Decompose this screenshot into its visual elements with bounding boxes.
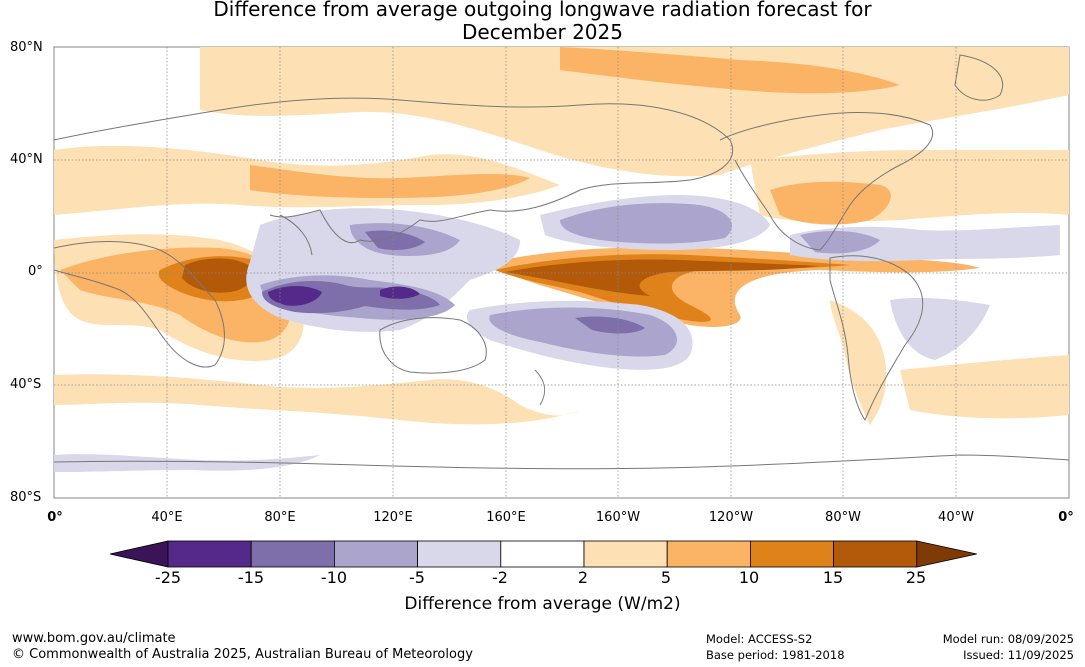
anomaly-fields bbox=[54, 47, 1069, 472]
footer-url: www.bom.gov.au/climate bbox=[12, 631, 176, 646]
footer-issued: Issued: 11/09/2025 bbox=[963, 648, 1074, 662]
lon-label-120e: 120°E bbox=[373, 510, 413, 525]
coast-india bbox=[279, 214, 313, 256]
anomaly-negative-moderate-northpacific bbox=[560, 203, 732, 244]
lon-label-80e: 80°E bbox=[264, 510, 296, 525]
anomaly-negative-strong-bay bbox=[365, 230, 425, 250]
colorbar-tick-2: -10 bbox=[320, 568, 348, 587]
map-title: Difference from average outgoing longwav… bbox=[0, 0, 1085, 44]
lon-label-0-left: 0° bbox=[47, 510, 63, 525]
lat-label-40s: 40°S bbox=[10, 377, 42, 392]
coast-south-america bbox=[829, 255, 924, 422]
anomaly-negative-moderate-spcz bbox=[489, 307, 677, 357]
colorbar-segment-7 bbox=[666, 540, 751, 568]
colorbar-tick-1: -15 bbox=[237, 568, 265, 587]
colorbar-tick-4: -2 bbox=[492, 568, 508, 587]
coast-greenland bbox=[954, 54, 1003, 101]
anomaly-negative-moderate-caribbean bbox=[800, 230, 880, 254]
colorbar-segment-5 bbox=[500, 540, 585, 568]
title-line-1: Difference from average outgoing longwav… bbox=[213, 0, 872, 21]
lat-label-80n: 80°N bbox=[10, 40, 43, 55]
footer-base-period: Base period: 1981-2018 bbox=[706, 648, 845, 662]
lon-label-120w: 120°W bbox=[708, 510, 754, 525]
colorbar-segment-4 bbox=[417, 540, 502, 568]
lon-label-160w: 160°W bbox=[595, 510, 641, 525]
footer-model: Model: ACCESS-S2 bbox=[706, 632, 813, 646]
colorbar-tick-8: 15 bbox=[822, 568, 844, 587]
anomaly-positive-weak-southatlantic bbox=[900, 355, 1069, 419]
anomaly-negative-strong-spcz bbox=[575, 316, 645, 334]
anomaly-positive-moderate-north bbox=[560, 47, 900, 94]
anomaly-negative-weak-antarctic bbox=[54, 454, 320, 472]
lon-label-0-right: 0° bbox=[1058, 510, 1074, 525]
coast-australia bbox=[379, 317, 487, 374]
colorbar-title: Difference from average (W/m2) bbox=[404, 594, 681, 614]
anomaly-positive-moderate-gulf bbox=[770, 181, 891, 225]
footer-copyright: © Commonwealth of Australia 2025, Austra… bbox=[12, 647, 473, 662]
colorbar-tick-5: 2 bbox=[577, 568, 589, 587]
colorbar-tick-3: -5 bbox=[409, 568, 425, 587]
lon-label-80w: 80°W bbox=[825, 510, 861, 525]
coast-antarctica bbox=[53, 454, 1070, 470]
lon-label-40e: 40°E bbox=[151, 510, 183, 525]
lat-label-40n: 40°N bbox=[10, 152, 43, 167]
colorbar-tick-7: 10 bbox=[738, 568, 760, 587]
colorbar-extend-high bbox=[916, 540, 977, 568]
colorbar bbox=[109, 540, 977, 568]
colorbar-tick-6: 5 bbox=[660, 568, 672, 587]
colorbar-segment-1 bbox=[167, 540, 252, 568]
coast-europe-asia bbox=[53, 97, 733, 244]
colorbar-tick-0: -25 bbox=[154, 568, 182, 587]
graticule bbox=[54, 47, 1069, 498]
colorbar-segment-2 bbox=[250, 540, 335, 568]
lat-label-80s: 80°S bbox=[10, 490, 42, 505]
anomaly-negative-weak-southamerica bbox=[890, 297, 990, 360]
anomaly-positive-very-strong-pacific bbox=[505, 259, 820, 296]
title-line-2: December 2025 bbox=[462, 20, 623, 44]
lon-label-40w: 40°W bbox=[938, 510, 974, 525]
anomaly-positive-moderate-asia bbox=[250, 165, 530, 198]
lon-label-160e: 160°E bbox=[486, 510, 526, 525]
coast-africa bbox=[53, 241, 225, 368]
footer-model-run: Model run: 08/09/2025 bbox=[942, 632, 1074, 646]
coastlines bbox=[53, 54, 1070, 470]
colorbar-segment-9 bbox=[833, 540, 918, 568]
coast-newzealand bbox=[534, 369, 546, 406]
anomaly-negative-very-strong-indian bbox=[268, 286, 322, 306]
colorbar-segment-8 bbox=[750, 540, 835, 568]
anomaly-negative-very-strong-maritime bbox=[380, 286, 420, 299]
colorbar-tick-9: 25 bbox=[905, 568, 927, 587]
colorbar-segment-3 bbox=[333, 540, 418, 568]
colorbar-segment-6 bbox=[583, 540, 668, 568]
anomaly-positive-weak-south bbox=[54, 374, 580, 425]
coast-north-america bbox=[719, 112, 934, 251]
colorbar-extend-low bbox=[109, 540, 169, 568]
anomaly-positive-very-strong-africa bbox=[182, 258, 253, 293]
lat-label-0: 0° bbox=[28, 264, 43, 279]
